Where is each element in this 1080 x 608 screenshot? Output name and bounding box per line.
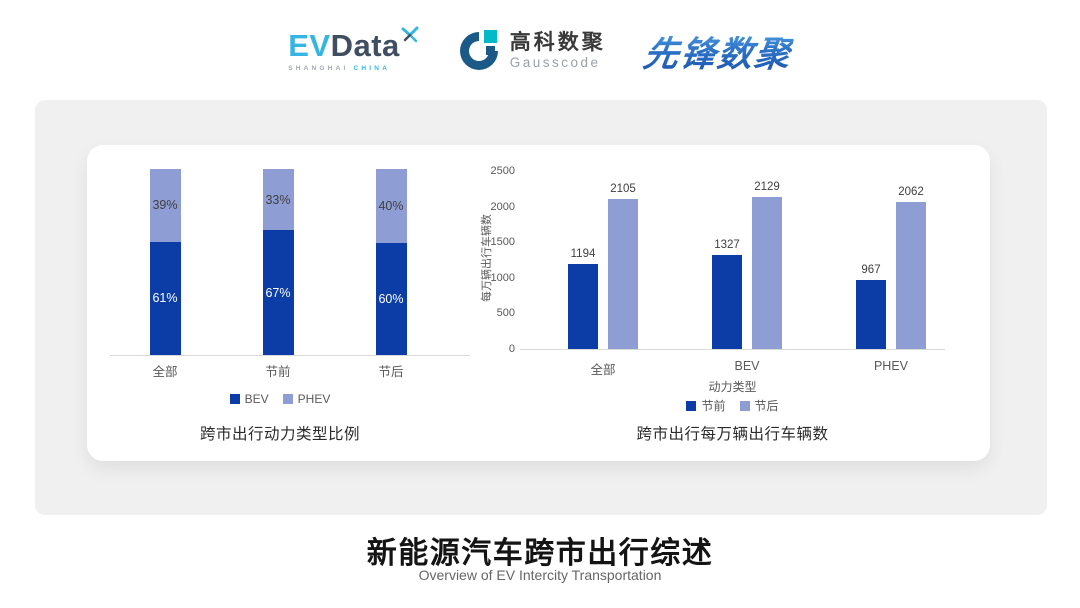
y-axis-tick: 0 xyxy=(508,343,515,355)
y-axis-tick: 1500 xyxy=(490,236,515,249)
gausscode-cn: 高科数聚 xyxy=(509,31,606,55)
legend-item-pre-holiday: 节前 xyxy=(686,397,726,414)
legend-label-post-holiday: 节后 xyxy=(754,399,779,413)
value-label: 2129 xyxy=(754,181,780,194)
post-holiday-swatch-icon xyxy=(739,400,750,411)
evdata-sub-china: CHINA xyxy=(353,65,391,72)
grouped-bar-节前-PHEV xyxy=(856,280,886,349)
grouped-chart-title: 跨市出行每万辆出行车辆数 xyxy=(636,426,829,443)
bar-segment-phev: 40% xyxy=(375,169,407,244)
value-label: 1194 xyxy=(570,248,596,260)
bar-segment-phev: 33% xyxy=(262,169,294,231)
grouped-chart-yticks: 0 500 1000 1500 2000 2500 xyxy=(465,165,515,355)
legend-item-bev: BEV xyxy=(229,392,269,406)
stacked-bar-3: 40% 60% xyxy=(375,169,407,355)
gausscode-en: Gausscode xyxy=(509,55,601,71)
stacked-chart-legend: BEV PHEV xyxy=(110,392,450,406)
value-label: 1327 xyxy=(714,238,740,251)
gausscode-text: 高科数聚 Gausscode xyxy=(510,31,606,71)
category-label: PHEV xyxy=(873,359,909,373)
g-ring-icon xyxy=(459,30,498,70)
category-label: BEV xyxy=(734,359,760,373)
evdata-logo: EV Data SHANGHAI CHINA xyxy=(288,26,419,72)
y-axis-tick: 500 xyxy=(496,307,515,320)
phev-swatch-icon xyxy=(282,394,293,404)
report-subtitle: Overview of EV Intercity Transportation xyxy=(418,567,662,583)
header-logos: EV Data SHANGHAI CHINA 高科数聚 xyxy=(0,18,1080,84)
value-label: 2062 xyxy=(898,186,924,199)
category-label: 全部 xyxy=(590,363,616,377)
evdata-wordmark: EV Data xyxy=(288,26,419,63)
grouped-bar-节后-全部 xyxy=(608,199,638,349)
y-axis-tick: 2500 xyxy=(490,165,515,177)
legend-item-post-holiday: 节后 xyxy=(739,397,779,414)
bar-segment-phev: 39% xyxy=(149,169,181,242)
y-axis-tick: 2000 xyxy=(490,200,515,213)
pioneer-logo: 先锋数聚 xyxy=(641,26,794,77)
grouped-chart-plot: 1194 2105 1327 2129 967 2062 xyxy=(520,172,945,350)
pre-holiday-swatch-icon xyxy=(686,400,697,411)
gausscode-logo: 高科数聚 Gausscode xyxy=(457,29,606,73)
legend-item-phev: PHEV xyxy=(282,392,331,406)
evdata-sub-shanghai: SHANGHAI xyxy=(288,65,349,72)
legend-label-phev: PHEV xyxy=(297,392,331,406)
value-label: 967 xyxy=(861,264,881,277)
value-label: 2105 xyxy=(610,183,636,196)
category-label: 节后 xyxy=(378,365,404,379)
bev-swatch-icon xyxy=(229,394,240,404)
stacked-chart-title: 跨市出行动力类型比例 xyxy=(199,426,360,443)
grouped-chart-xlabel: 动力类型 xyxy=(708,380,757,394)
stacked-bar-2: 33% 67% xyxy=(262,169,294,355)
bar-segment-bev: 67% xyxy=(262,230,294,355)
charts-card: 39% 61% 33% 67% 40% 60% 全部 节前 节后 BEV PHEV 跨市出行动… xyxy=(87,145,990,461)
bar-segment-bev: 60% xyxy=(375,243,407,355)
legend-label-bev: BEV xyxy=(244,392,269,406)
category-label: 节前 xyxy=(265,365,291,379)
category-label: 全部 xyxy=(152,365,178,379)
evdata-data-text: Data xyxy=(330,28,400,63)
report-main-title: 新能源汽车跨市出行综述 xyxy=(366,537,714,570)
grouped-chart-legend: 节前 节后 xyxy=(520,397,945,414)
legend-label-pre-holiday: 节前 xyxy=(701,399,726,413)
stacked-bar-1: 39% 61% xyxy=(149,169,181,355)
grouped-bar-节前-BEV xyxy=(712,254,742,349)
pioneer-wordmark: 先锋数聚 xyxy=(640,26,795,77)
pinwheel-x-icon xyxy=(401,26,419,43)
y-axis-tick: 1000 xyxy=(490,271,515,284)
bar-segment-bev: 61% xyxy=(149,241,181,355)
evdata-ev-text: EV xyxy=(288,28,331,63)
grouped-bar-节后-BEV xyxy=(752,197,782,349)
evdata-subtitle: SHANGHAI CHINA xyxy=(288,65,390,72)
stacked-chart-plot: 39% 61% 33% 67% 40% 60% xyxy=(110,169,470,356)
grouped-bar-节后-PHEV xyxy=(896,202,926,349)
grouped-bar-节前-全部 xyxy=(568,264,598,349)
